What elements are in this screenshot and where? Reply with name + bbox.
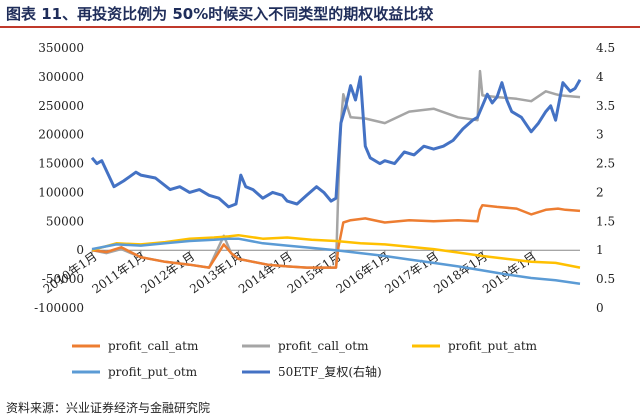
x-axis-tick-label: 2012年1月 bbox=[138, 249, 197, 296]
right-axis-tick-label: 1 bbox=[596, 243, 604, 257]
legend-label: profit_put_atm bbox=[448, 339, 538, 353]
source-note: 资料来源：兴业证券经济与金融研究院 bbox=[6, 401, 211, 415]
left-axis-tick-label: 100000 bbox=[38, 185, 84, 199]
right-axis-tick-label: 2.5 bbox=[596, 157, 615, 171]
left-axis-tick-label: -100000 bbox=[34, 301, 84, 315]
x-axis-tick-label: 2014年1月 bbox=[236, 249, 295, 296]
right-axis-tick-label: 4.5 bbox=[596, 41, 615, 55]
right-axis-tick-label: 2 bbox=[596, 185, 604, 199]
series-line-3 bbox=[91, 237, 581, 285]
x-axis-tick-label: 2015年1月 bbox=[285, 249, 344, 296]
right-axis-tick-label: 1.5 bbox=[596, 214, 615, 228]
right-axis-tick-label: 3 bbox=[596, 128, 604, 142]
legend-label: profit_put_otm bbox=[108, 365, 198, 379]
series-line-4 bbox=[90, 75, 582, 209]
left-axis-tick-label: -50000 bbox=[42, 272, 84, 286]
right-axis-tick-label: 0 bbox=[596, 301, 604, 315]
right-axis-tick-label: 4 bbox=[596, 70, 604, 84]
series-layer bbox=[90, 69, 582, 285]
right-axis-tick-label: 0.5 bbox=[596, 272, 615, 286]
right-axis-tick-label: 3.5 bbox=[596, 99, 615, 113]
series-line-0 bbox=[91, 203, 581, 269]
title-rule bbox=[0, 26, 640, 28]
left-axis-tick-label: 50000 bbox=[46, 214, 84, 228]
legend-label: profit_call_atm bbox=[108, 339, 199, 353]
chart-title: 图表 11、再投资比例为 50%时候买入不同类型的期权收益比较 bbox=[6, 5, 434, 23]
left-axis-tick-label: 200000 bbox=[38, 128, 84, 142]
series-line-2 bbox=[91, 233, 581, 269]
line-chart: -100000-50000050000100000150000200000250… bbox=[34, 41, 615, 379]
chart-axes: -100000 -50000 0 50000 100000 150000 200000 250… bbox=[34, 41, 615, 315]
left-axis-tick-label: 0 bbox=[76, 243, 84, 257]
legend-label: 50ETF_复权(右轴) bbox=[278, 364, 382, 379]
left-axis-tick-label: 150000 bbox=[38, 157, 84, 171]
left-axis-tick-label: 350000 bbox=[38, 41, 84, 55]
legend-label: profit_call_otm bbox=[278, 339, 369, 353]
left-axis-tick-label: 250000 bbox=[38, 99, 84, 113]
chart-legend: profit_call_atm profit_call_otm profit_put… bbox=[72, 339, 538, 379]
left-axis-tick-label: 300000 bbox=[38, 70, 84, 84]
